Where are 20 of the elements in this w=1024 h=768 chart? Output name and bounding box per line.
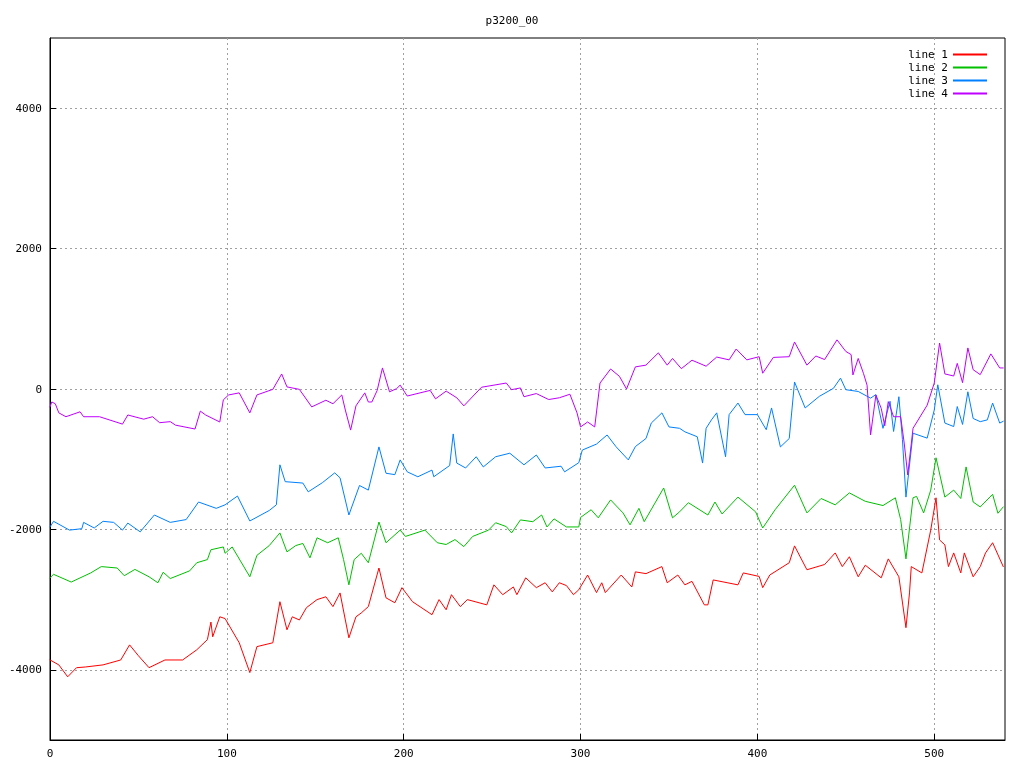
- y-tick-label: 4000: [15, 101, 42, 115]
- chart-title: p3200_00: [485, 14, 539, 27]
- x-tick-label: 400: [747, 747, 768, 760]
- x-tick-label: 0: [46, 747, 54, 760]
- legend-label: line 2: [908, 61, 948, 74]
- line-series: [49, 497, 1004, 678]
- line-series: [49, 457, 1004, 586]
- x-tick-label: 500: [924, 747, 945, 760]
- y-tick-label: -2000: [8, 522, 42, 536]
- x-tick-label: 300: [570, 747, 591, 760]
- x-tick-label: 100: [216, 747, 237, 760]
- x-tick-label: 200: [393, 747, 414, 760]
- line-series: [49, 339, 1004, 476]
- y-tick-label: 0: [35, 382, 42, 396]
- y-tick-label: -4000: [8, 663, 42, 677]
- y-tick-label: 2000: [15, 242, 42, 256]
- legend-label: line 4: [908, 87, 949, 100]
- legend-label: line 1: [908, 48, 948, 61]
- line-series: [49, 377, 1004, 533]
- legend-label: line 3: [908, 74, 948, 87]
